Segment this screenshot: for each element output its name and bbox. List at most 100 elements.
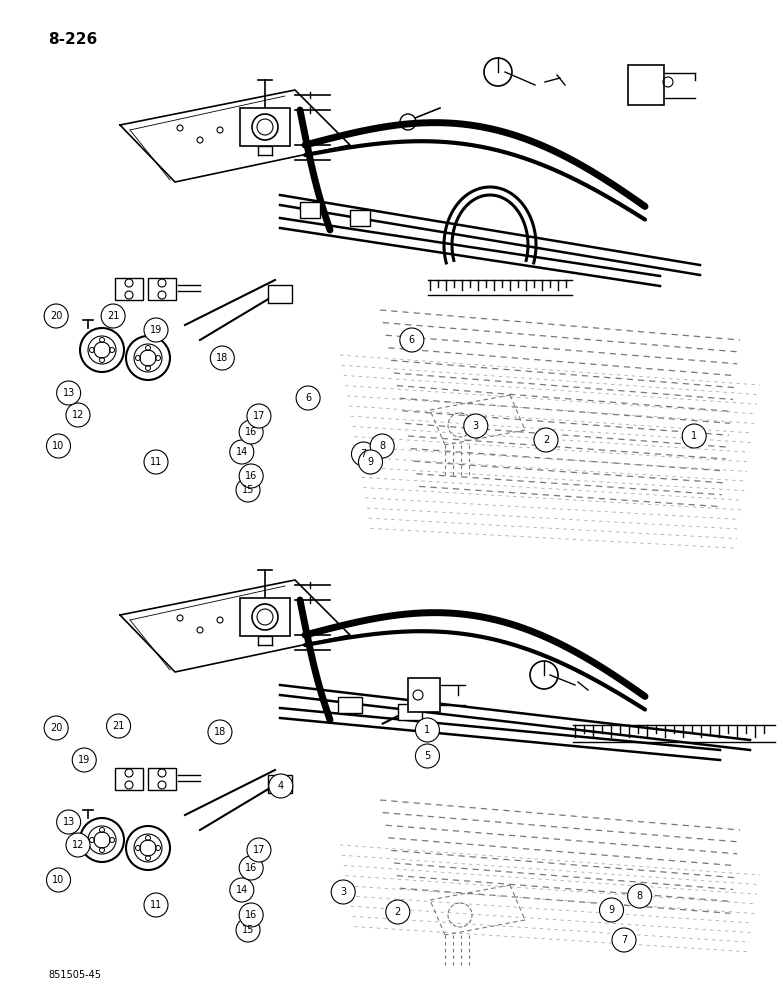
- Text: 16: 16: [245, 471, 257, 481]
- FancyBboxPatch shape: [115, 768, 143, 790]
- Text: 12: 12: [72, 410, 84, 420]
- Circle shape: [628, 884, 651, 908]
- Circle shape: [534, 428, 558, 452]
- Text: 10: 10: [52, 875, 65, 885]
- Text: 11: 11: [150, 900, 162, 910]
- Text: 18: 18: [216, 353, 229, 363]
- Text: 17: 17: [253, 411, 265, 421]
- FancyBboxPatch shape: [240, 598, 290, 636]
- Circle shape: [416, 718, 439, 742]
- FancyBboxPatch shape: [268, 775, 292, 793]
- Circle shape: [464, 414, 488, 438]
- Circle shape: [416, 744, 439, 768]
- Text: 4: 4: [278, 781, 284, 791]
- Text: 8-226: 8-226: [48, 32, 98, 47]
- Circle shape: [126, 336, 170, 380]
- Circle shape: [400, 328, 424, 352]
- Text: 16: 16: [245, 910, 257, 920]
- FancyBboxPatch shape: [338, 697, 362, 713]
- Circle shape: [352, 442, 375, 466]
- Circle shape: [370, 434, 394, 458]
- Text: 1: 1: [424, 725, 431, 735]
- Text: 8: 8: [379, 441, 385, 451]
- Text: 15: 15: [242, 485, 254, 495]
- Text: 9: 9: [367, 457, 374, 467]
- Text: 11: 11: [150, 457, 162, 467]
- Circle shape: [239, 856, 263, 880]
- Text: 7: 7: [621, 935, 627, 945]
- Text: 9: 9: [608, 905, 615, 915]
- FancyBboxPatch shape: [398, 704, 422, 720]
- Text: 13: 13: [62, 817, 75, 827]
- Circle shape: [236, 918, 260, 942]
- Text: 7: 7: [360, 449, 367, 459]
- Circle shape: [66, 403, 90, 427]
- Circle shape: [44, 304, 68, 328]
- Text: 851505-45: 851505-45: [48, 970, 101, 980]
- Text: 5: 5: [424, 751, 431, 761]
- Circle shape: [101, 304, 125, 328]
- Text: 21: 21: [112, 721, 125, 731]
- Text: 12: 12: [72, 840, 84, 850]
- Circle shape: [144, 450, 168, 474]
- Circle shape: [80, 328, 124, 372]
- Text: 20: 20: [50, 311, 62, 321]
- Circle shape: [247, 838, 271, 862]
- Text: 8: 8: [636, 891, 643, 901]
- Text: 14: 14: [236, 447, 248, 457]
- Circle shape: [73, 748, 96, 772]
- Circle shape: [239, 903, 263, 927]
- Circle shape: [107, 714, 130, 738]
- Circle shape: [332, 880, 355, 904]
- Text: 2: 2: [395, 907, 401, 917]
- Circle shape: [612, 928, 636, 952]
- Circle shape: [359, 450, 382, 474]
- Text: 2: 2: [543, 435, 549, 445]
- Circle shape: [57, 810, 80, 834]
- Text: 1: 1: [691, 431, 697, 441]
- Circle shape: [682, 424, 706, 448]
- Circle shape: [236, 478, 260, 502]
- Text: 20: 20: [50, 723, 62, 733]
- FancyBboxPatch shape: [268, 285, 292, 303]
- Circle shape: [296, 386, 320, 410]
- Circle shape: [269, 774, 292, 798]
- Text: 16: 16: [245, 863, 257, 873]
- Circle shape: [126, 826, 170, 870]
- Circle shape: [247, 404, 271, 428]
- Text: 19: 19: [78, 755, 90, 765]
- Circle shape: [57, 381, 80, 405]
- FancyBboxPatch shape: [115, 278, 143, 300]
- Text: 10: 10: [52, 441, 65, 451]
- FancyBboxPatch shape: [408, 678, 440, 712]
- Circle shape: [144, 318, 168, 342]
- Circle shape: [208, 720, 232, 744]
- Text: 21: 21: [107, 311, 119, 321]
- Text: 3: 3: [340, 887, 346, 897]
- Circle shape: [230, 878, 254, 902]
- Text: 19: 19: [150, 325, 162, 335]
- FancyBboxPatch shape: [240, 108, 290, 146]
- Circle shape: [47, 434, 70, 458]
- Text: 6: 6: [305, 393, 311, 403]
- Text: 14: 14: [236, 885, 248, 895]
- Text: 15: 15: [242, 925, 254, 935]
- Text: 6: 6: [409, 335, 415, 345]
- Circle shape: [47, 868, 70, 892]
- Text: 3: 3: [473, 421, 479, 431]
- Circle shape: [211, 346, 234, 370]
- Circle shape: [230, 440, 254, 464]
- FancyBboxPatch shape: [300, 202, 320, 218]
- Circle shape: [600, 898, 623, 922]
- Text: 13: 13: [62, 388, 75, 398]
- FancyBboxPatch shape: [628, 65, 664, 105]
- Circle shape: [44, 716, 68, 740]
- Circle shape: [239, 464, 263, 488]
- Circle shape: [80, 818, 124, 862]
- FancyBboxPatch shape: [148, 278, 176, 300]
- FancyBboxPatch shape: [148, 768, 176, 790]
- Circle shape: [386, 900, 410, 924]
- Text: 18: 18: [214, 727, 226, 737]
- Text: 17: 17: [253, 845, 265, 855]
- Circle shape: [144, 893, 168, 917]
